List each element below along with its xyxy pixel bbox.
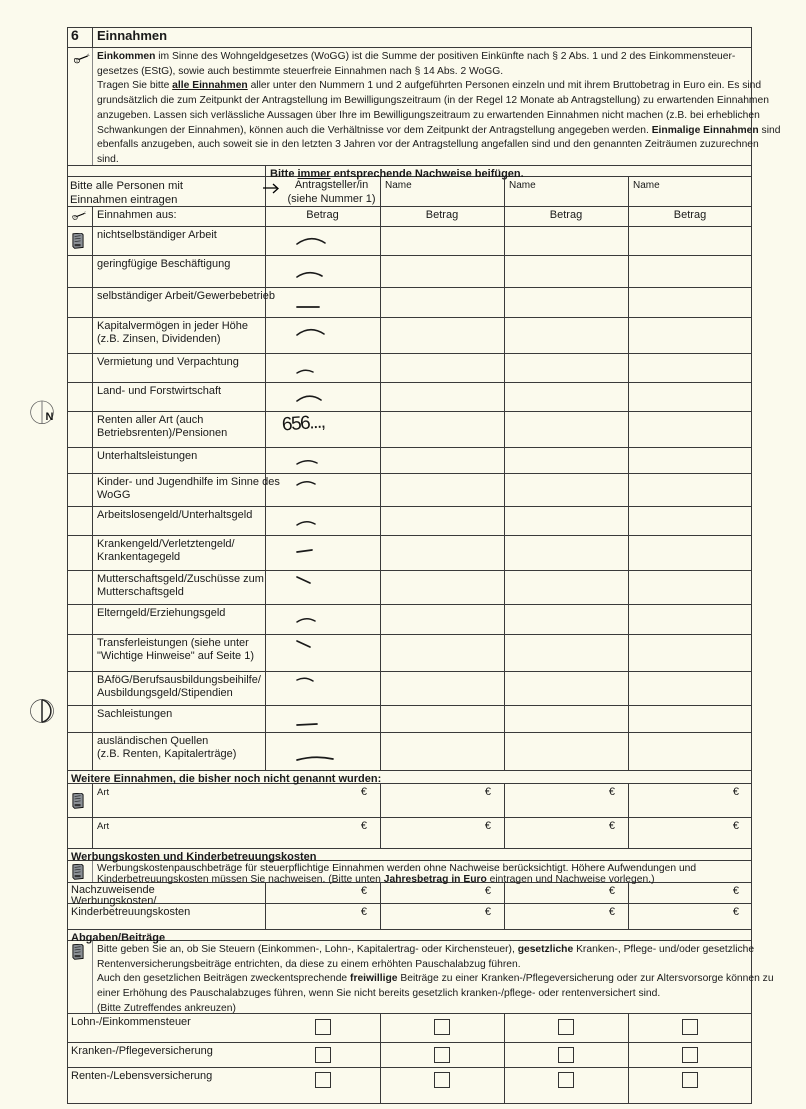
svg-text:N: N [46,411,54,423]
